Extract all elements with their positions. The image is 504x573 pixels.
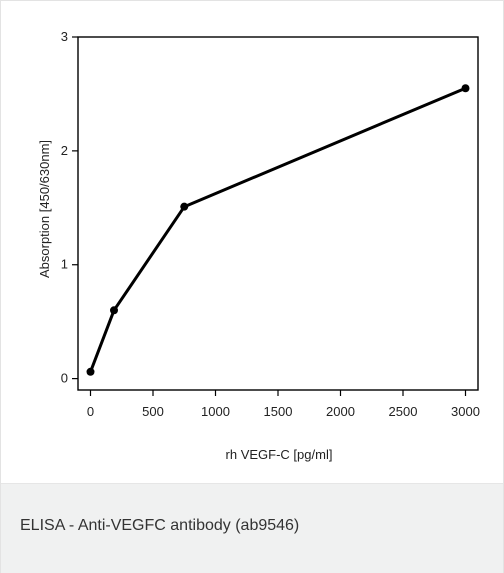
- data-line: [89, 86, 467, 374]
- y-tick-label: 1: [61, 257, 68, 272]
- elisa-line-chart: 0 500 1000 1500 2000 2500 3000 0 1 2 3 rh VEGF-C […: [37, 29, 480, 462]
- x-tick-label: 1500: [264, 404, 293, 419]
- y-tick-label: 3: [61, 29, 68, 44]
- data-point: [180, 202, 189, 211]
- x-tick-label: 500: [142, 404, 164, 419]
- y-tick-label: 2: [61, 143, 68, 158]
- axis-ticks: 0 500 1000 1500 2000 2500 3000 0 1 2 3: [61, 29, 480, 419]
- x-tick-label: 0: [87, 404, 94, 419]
- chart-panel: 0 500 1000 1500 2000 2500 3000 0 1 2 3 rh VEGF-C […: [1, 1, 503, 483]
- plot-frame: [77, 36, 479, 391]
- data-point: [110, 306, 118, 315]
- series-line: [89, 86, 467, 374]
- series-points: [86, 84, 470, 376]
- plot-frame-rect: [77, 36, 479, 391]
- data-point: [461, 84, 470, 93]
- x-tick-label: 1000: [201, 404, 230, 419]
- data-point: [86, 367, 95, 376]
- y-axis-title: Absorption [450/630nm]: [37, 140, 52, 278]
- caption-bar: ELISA - Anti-VEGFC antibody (ab9546): [1, 483, 503, 573]
- x-tick-label: 2500: [389, 404, 418, 419]
- x-axis-title: rh VEGF-C [pg/ml]: [226, 447, 333, 462]
- x-tick-label: 3000: [451, 404, 480, 419]
- x-tick-label: 2000: [326, 404, 355, 419]
- y-tick-label: 0: [61, 371, 68, 386]
- figure-caption: ELISA - Anti-VEGFC antibody (ab9546): [20, 517, 300, 534]
